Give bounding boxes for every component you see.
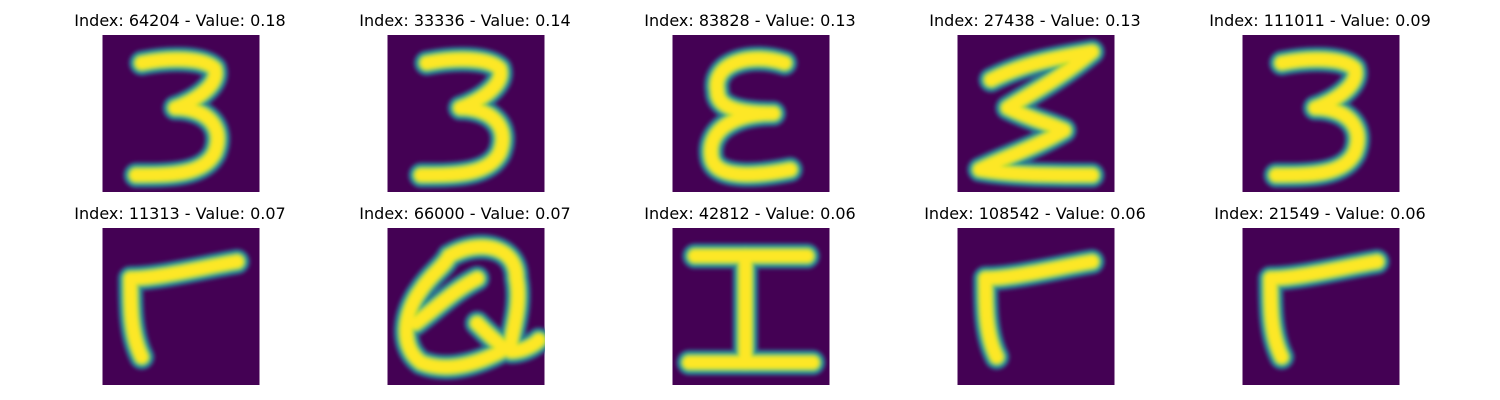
image-panel: Index: 111011 - Value: 0.09 bbox=[1180, 0, 1460, 192]
panel-title: Index: 42812 - Value: 0.06 bbox=[644, 204, 856, 223]
glyph-strokes bbox=[117, 248, 250, 370]
character-image bbox=[387, 228, 545, 385]
image-panel: Index: 33336 - Value: 0.14 bbox=[325, 0, 605, 192]
character-image bbox=[957, 35, 1115, 192]
image-panel: Index: 66000 - Value: 0.07 bbox=[325, 193, 605, 385]
panel-title: Index: 108542 - Value: 0.06 bbox=[924, 204, 1146, 223]
character-image bbox=[957, 228, 1115, 385]
character-image bbox=[387, 35, 545, 192]
glyph-strokes bbox=[123, 46, 231, 189]
panel-title: Index: 83828 - Value: 0.13 bbox=[644, 11, 856, 30]
character-image bbox=[1242, 35, 1400, 192]
panel-title: Index: 21549 - Value: 0.06 bbox=[1214, 204, 1426, 223]
character-image bbox=[102, 228, 260, 385]
glyph-strokes bbox=[393, 233, 545, 380]
panel-title: Index: 64204 - Value: 0.18 bbox=[74, 11, 286, 30]
glyph-stroke bbox=[705, 53, 796, 181]
glyph-strokes bbox=[676, 243, 826, 376]
glyph-strokes bbox=[1257, 248, 1390, 370]
glyph-stroke bbox=[1270, 53, 1364, 181]
character-image bbox=[672, 228, 830, 385]
glyph-strokes bbox=[1263, 46, 1371, 189]
glyph-strokes bbox=[408, 46, 516, 189]
glyph-stroke bbox=[974, 46, 1098, 181]
glyph-stroke bbox=[124, 256, 243, 363]
glyph-strokes bbox=[972, 248, 1105, 370]
glyph-stroke bbox=[471, 317, 545, 357]
panel-title: Index: 11313 - Value: 0.07 bbox=[74, 204, 286, 223]
image-panel: Index: 83828 - Value: 0.13 bbox=[610, 0, 890, 192]
image-panel: Index: 27438 - Value: 0.13 bbox=[895, 0, 1175, 192]
character-image bbox=[672, 35, 830, 192]
glyph-strokes bbox=[698, 45, 804, 188]
glyph-strokes bbox=[967, 38, 1105, 189]
image-panel: Index: 64204 - Value: 0.18 bbox=[40, 0, 320, 192]
glyph-stroke bbox=[400, 241, 524, 373]
image-panel: Index: 11313 - Value: 0.07 bbox=[40, 193, 320, 385]
character-image bbox=[1242, 228, 1400, 385]
glyph-stroke bbox=[979, 256, 1098, 363]
glyph-stroke bbox=[1264, 256, 1383, 363]
glyph-stroke bbox=[409, 272, 483, 329]
image-panel: Index: 108542 - Value: 0.06 bbox=[895, 193, 1175, 385]
character-image bbox=[102, 35, 260, 192]
panel-title: Index: 111011 - Value: 0.09 bbox=[1209, 11, 1431, 30]
image-panel: Index: 21549 - Value: 0.06 bbox=[1180, 193, 1460, 385]
glyph-stroke bbox=[130, 53, 224, 181]
glyph-stroke bbox=[415, 53, 509, 181]
panel-title: Index: 33336 - Value: 0.14 bbox=[359, 11, 571, 30]
image-panel: Index: 42812 - Value: 0.06 bbox=[610, 193, 890, 385]
panel-title: Index: 27438 - Value: 0.13 bbox=[929, 11, 1141, 30]
panel-title: Index: 66000 - Value: 0.07 bbox=[359, 204, 571, 223]
